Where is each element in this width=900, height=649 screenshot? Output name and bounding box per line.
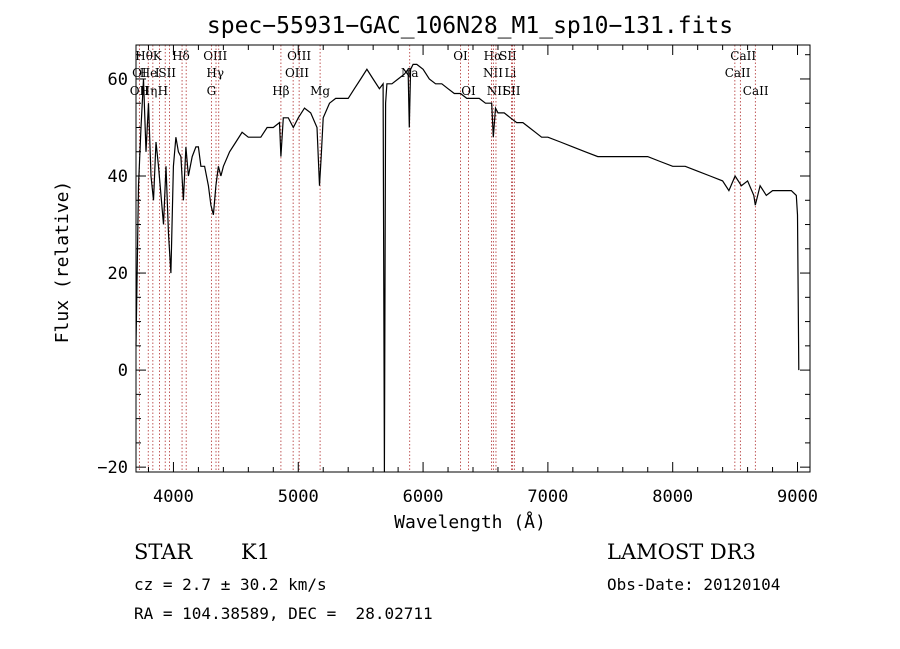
coordinates-text: RA = 104.38589, DEC = 28.02711 [134,604,433,623]
redshift-text: cz = 2.7 ± 30.2 km/s [134,575,327,594]
spectral-line-label: NII [483,66,503,80]
spectral-line-label: OI [453,49,468,63]
spectral-line-label: I [155,66,160,80]
x-tick-label: 4000 [153,487,194,507]
spectral-line-label: Na [401,66,419,80]
spectral-line-label: Li [505,66,517,80]
y-axis-label: Flux (relative) [52,181,73,344]
spectral-line-label: Hγ [206,66,224,80]
spectral-line-label: CaII [743,84,769,98]
x-tick-label: 7000 [527,487,568,507]
spectral-line-label: G [207,84,217,98]
spectral-line-label: Hδ [172,49,190,63]
y-tick-label: 40 [108,167,128,187]
spectral-line-label: SII [503,84,521,98]
plot-frame [135,44,811,473]
spectral-line-label: Hβ [272,84,289,98]
spectral-line-label: OIII [285,66,309,80]
spectrum-series-line [135,63,800,473]
x-tick-label: 5000 [278,487,319,507]
spectral-line-label: K [153,49,163,63]
x-axis-label: Wavelength (Å) [394,511,546,533]
spectral-line-label: Hα [484,49,503,63]
spectral-line-label: OIII [203,49,227,63]
spectral-line-label: CaII [730,49,756,63]
spectral-line-label: H [158,84,168,98]
spectral-line-label: Mg [310,84,330,98]
spectral-line-label: Hθ [135,49,153,63]
spectral-line-label: SII [158,66,176,80]
y-tick-label: 0 [118,361,128,381]
spectral-line-label: SII [499,49,517,63]
spectral-line-label: OI [461,84,476,98]
x-tick-label: 9000 [777,487,818,507]
axis-ticks: 4000 5000 6000 7000 8000 9000 −20 0 20 40 60 [97,45,818,507]
object-subclass: K1 [241,540,271,564]
x-tick-label: 6000 [403,487,444,507]
survey-label: LAMOST DR3 [607,540,756,564]
y-tick-label: −20 [97,458,128,478]
obs-date-text: Obs-Date: 20120104 [607,575,781,594]
spectral-line-label: NII [487,84,507,98]
object-class: STAR [134,540,193,564]
spectral-line-label: CaII [725,66,751,80]
chart-title: spec−55931−GAC_106N28_M1_sp10−131.fits [207,13,733,39]
y-tick-label: 20 [108,264,128,284]
x-tick-label: 8000 [652,487,693,507]
y-tick-label: 60 [108,70,128,90]
